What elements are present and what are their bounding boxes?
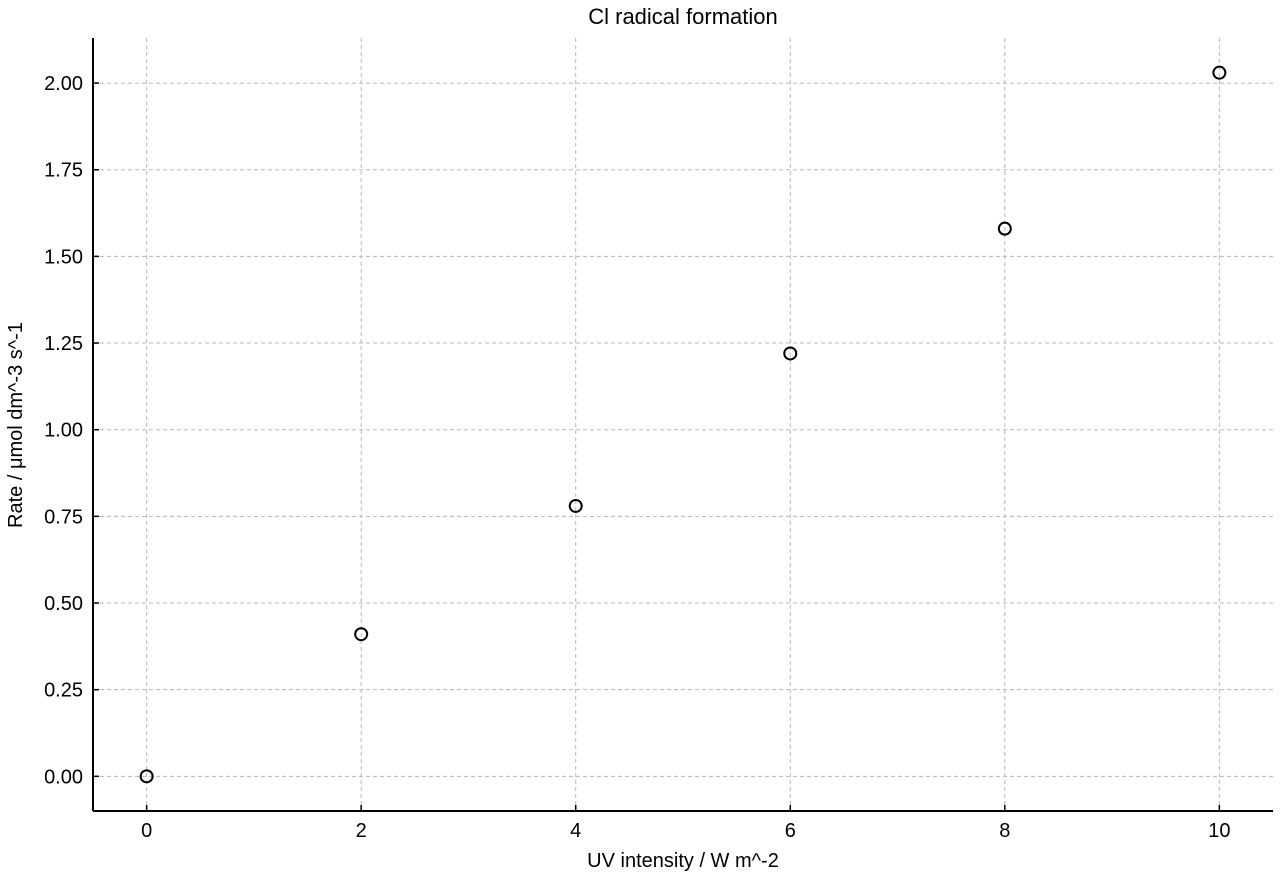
x-axis-label: UV intensity / W m^-2 — [587, 850, 779, 872]
y-tick-label: 0.50 — [44, 593, 83, 615]
data-point — [568, 498, 583, 513]
data-point — [139, 769, 154, 784]
y-tick-label: 2.00 — [44, 73, 83, 95]
chart-title: Cl radical formation — [588, 4, 778, 29]
x-tick-label: 10 — [1208, 820, 1230, 842]
y-tick-label: 0.75 — [44, 506, 83, 528]
x-tick-label: 6 — [785, 820, 796, 842]
y-tick-label: 1.75 — [44, 160, 83, 182]
y-tick-label: 0.00 — [44, 766, 83, 788]
y-tick-label: 1.25 — [44, 333, 83, 355]
data-point — [354, 627, 369, 642]
y-tick-label: 1.50 — [44, 246, 83, 268]
y-axis-label: Rate / μmol dm^-3 s^-1 — [5, 322, 27, 528]
data-point — [1212, 65, 1227, 80]
x-tick-label: 8 — [999, 820, 1010, 842]
x-tick-label: 0 — [141, 820, 152, 842]
data-points — [139, 65, 1227, 784]
y-tick-label: 0.25 — [44, 680, 83, 702]
data-point — [783, 346, 798, 361]
x-tick-label: 4 — [570, 820, 581, 842]
ticks: 0 2 4 6 8 10 0.00 0.25 0.50 0.75 1.00 1.25 1.50 1.75 2… — [44, 73, 1230, 842]
y-tick-label: 1.00 — [44, 420, 83, 442]
x-tick-label: 2 — [356, 820, 367, 842]
grid — [93, 38, 1273, 811]
axes — [92, 38, 1273, 812]
data-point — [997, 221, 1012, 236]
